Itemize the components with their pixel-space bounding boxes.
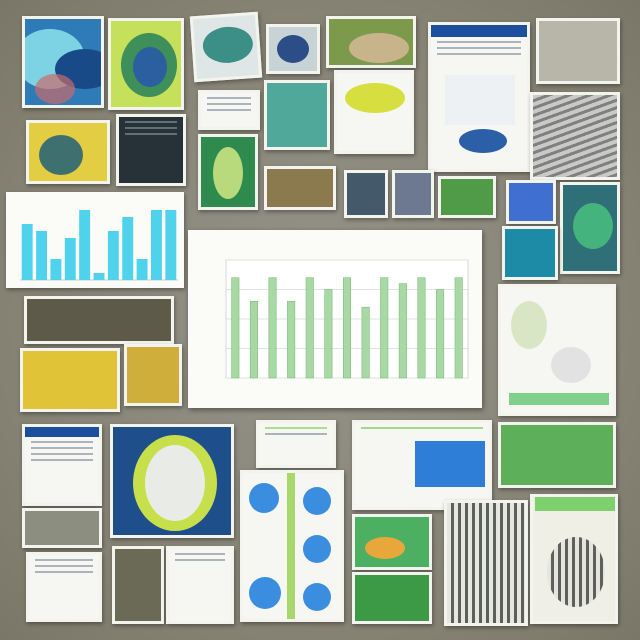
collage-tile-landscape-photo — [326, 16, 416, 68]
collage-tile-specimen-photo — [266, 24, 320, 74]
center-bar-chart — [188, 230, 482, 408]
collage-tile-teal-specimen — [560, 182, 620, 274]
bar — [21, 224, 33, 280]
collage-tile-bark-photo — [112, 546, 164, 624]
collage-tile-root-photo — [344, 170, 388, 218]
left-bar-chart — [6, 192, 184, 288]
bar — [150, 210, 162, 280]
bar — [342, 277, 352, 379]
collage-tile-blue-document — [428, 22, 530, 172]
collage-tile-rock-texture — [24, 296, 174, 344]
collage-tile-plant-diagram — [334, 70, 414, 154]
bar — [287, 301, 296, 379]
collage-tile-small-document — [198, 90, 260, 130]
collage-tile-yellow-branch — [20, 348, 120, 412]
collage-tile-leaf-photo — [189, 11, 263, 83]
collage-tile-zebra-structure — [444, 500, 528, 626]
collage-tile-yellow-drawing — [124, 344, 182, 406]
collage-tile-green-leaf — [198, 134, 258, 210]
collage-tile-green-landscape — [352, 572, 432, 624]
collage-tile-grey-texture — [536, 18, 620, 84]
collage-tile-green-notes — [256, 420, 336, 468]
bar — [122, 217, 134, 280]
bar — [165, 210, 177, 280]
collage-tile-blue-green-panel — [264, 80, 330, 150]
bar — [231, 277, 240, 379]
collage-tile-zebra-sketch — [530, 494, 618, 624]
collage-tile-blue-abstract — [22, 16, 104, 108]
bar — [436, 289, 445, 379]
collage-tile-blue-circles — [240, 470, 344, 622]
collage-tile-cross-section — [110, 424, 234, 538]
collage-tile-notes-page — [166, 546, 234, 624]
collage-tile-aqua-photo — [502, 226, 558, 280]
left-bar-chart-plot — [20, 210, 178, 281]
collage-tile-green-grid — [498, 422, 616, 488]
collage-tile-blue-wave-doc — [352, 420, 492, 510]
bar — [268, 277, 277, 379]
bar — [93, 273, 105, 280]
collage-tile-striped-texture — [530, 92, 620, 180]
collage-tile-report-page — [22, 424, 102, 506]
bar — [136, 259, 148, 280]
collage-tile-green-fruit — [352, 514, 432, 570]
collage-tile-botanical-sketch — [498, 284, 616, 416]
collage-tile-dark-screen — [116, 114, 186, 186]
bar — [417, 277, 426, 379]
bar — [249, 301, 258, 379]
bar — [454, 277, 463, 379]
bar — [361, 306, 370, 379]
bar — [79, 210, 91, 280]
bar — [107, 231, 119, 280]
collage-tile-grey-photo — [22, 508, 102, 548]
bar — [64, 238, 76, 280]
bar — [398, 283, 407, 379]
bar — [380, 277, 389, 379]
collage-tile-green-swirl — [108, 18, 184, 110]
collage-tile-yellow-shapes — [26, 120, 110, 184]
collage-tile-blue-crystal — [506, 180, 556, 224]
bar — [305, 277, 314, 379]
collage-tile-mosaic-photo — [264, 166, 336, 210]
bar — [50, 259, 62, 280]
collage-tile-green-field — [438, 176, 496, 218]
center-bar-chart-plot — [225, 259, 469, 379]
collage-tile-strip-document — [26, 552, 102, 622]
bar — [324, 289, 333, 379]
bar — [36, 231, 48, 280]
collage-tile-fossil-photo — [392, 170, 434, 218]
